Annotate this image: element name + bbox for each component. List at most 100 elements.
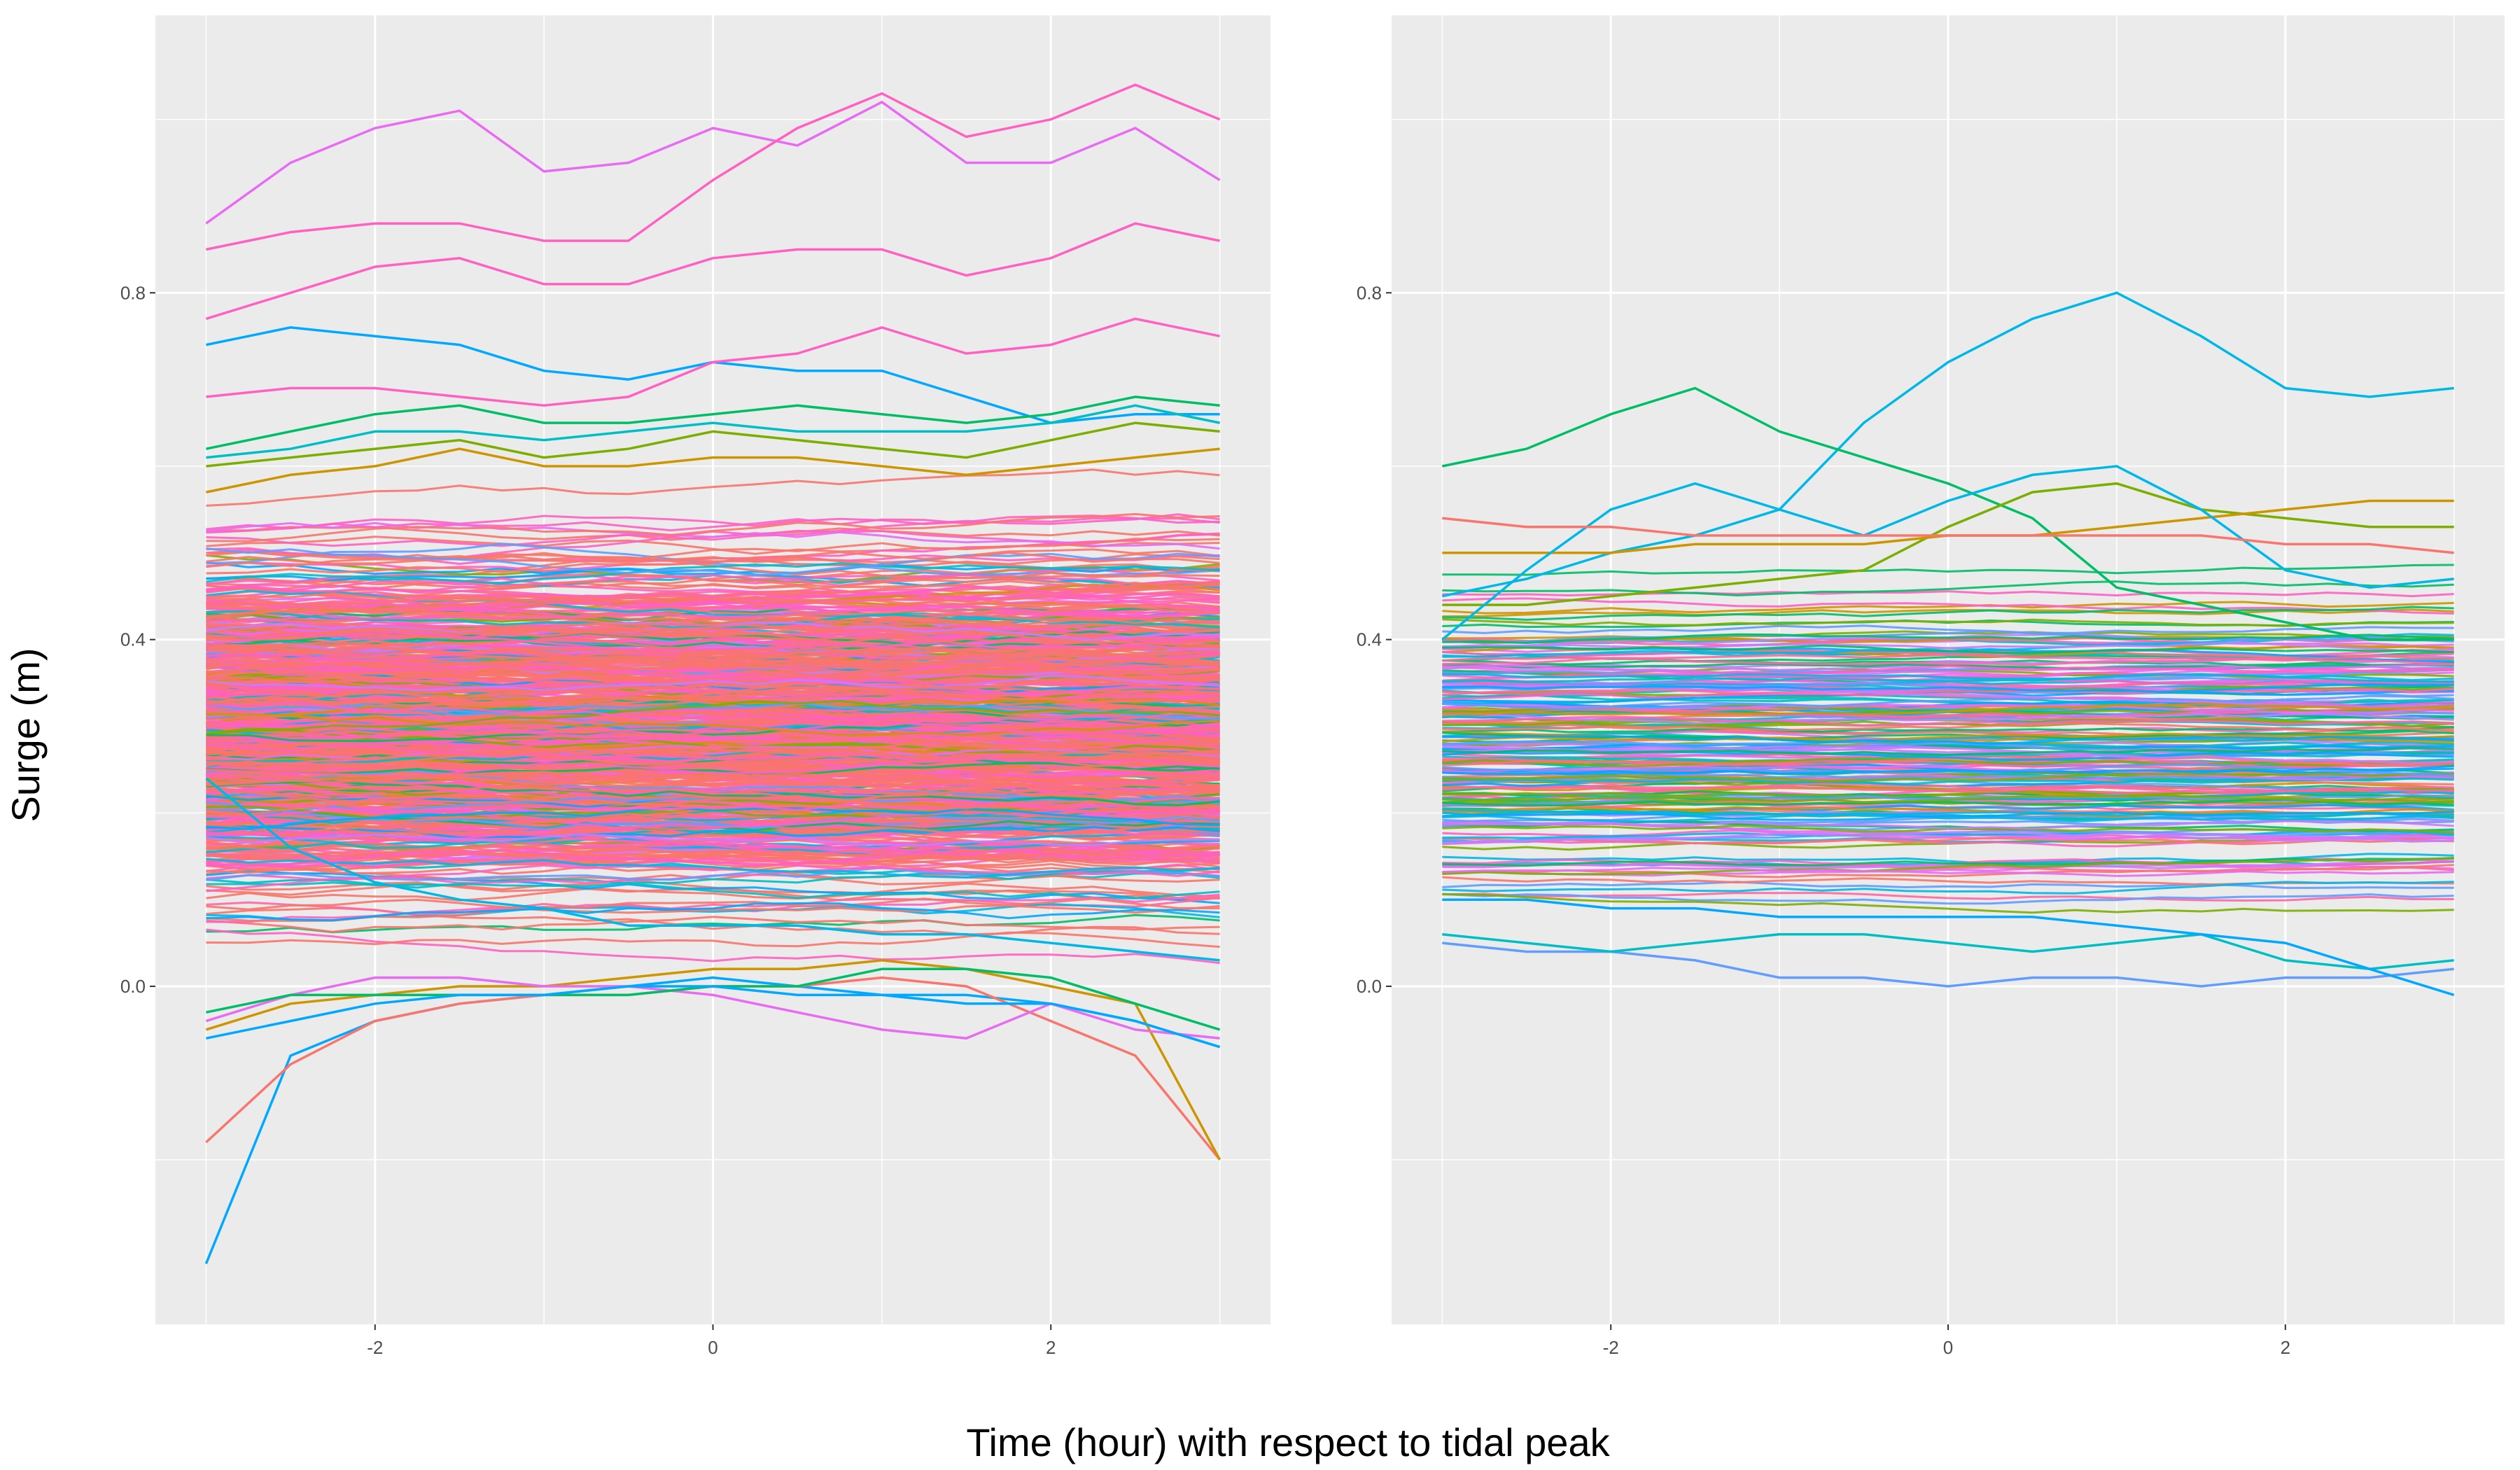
x-tick-label: -2 (1603, 1337, 1619, 1358)
bundle-line (206, 803, 1220, 819)
bundle-line (206, 551, 1220, 575)
bundle-line (206, 898, 1220, 914)
bundle-line (1442, 794, 2454, 804)
bundle-line (1442, 811, 2454, 821)
bundle-line (206, 574, 1220, 589)
bundle-line (1442, 665, 2454, 675)
bundle-line (1442, 590, 2454, 598)
series-line (206, 396, 1220, 450)
bundle-line (206, 574, 1220, 610)
bundle-line (206, 780, 1220, 807)
y-axis-title: Surge (m) (4, 648, 48, 822)
bundle-line (206, 573, 1220, 592)
bundle-line (206, 844, 1220, 860)
bundle-line (206, 627, 1220, 650)
x-tick-label: 0 (708, 1337, 718, 1358)
bundle-line (206, 657, 1220, 673)
bundle-line (1442, 892, 2454, 914)
series-line (206, 83, 1221, 251)
series-line (206, 421, 1220, 468)
bundle-line (1442, 663, 2454, 678)
bundle-line (1442, 713, 2454, 724)
bundle-line (206, 691, 1220, 707)
bundle-line (206, 694, 1220, 717)
bundle-line (206, 806, 1220, 830)
bundle-line (206, 744, 1220, 768)
bundle-line (1442, 606, 2454, 621)
bundle-line (1442, 836, 2454, 846)
bundle-line (1442, 777, 2454, 785)
bundle-line (1442, 732, 2454, 748)
bundle-line (1442, 881, 2454, 890)
bundle-line (1442, 864, 2454, 878)
bundle-line (206, 773, 1220, 787)
bundle-line (1442, 662, 2454, 670)
bundle-line (206, 728, 1220, 755)
series-line (1442, 517, 2454, 554)
bundle-line (206, 801, 1220, 828)
bundle-line (206, 517, 1220, 532)
series-line (1442, 898, 2455, 997)
bundle-line (1442, 828, 2454, 839)
bundle-line (206, 547, 1220, 577)
bundle-line (206, 867, 1220, 889)
bundle-line (1442, 694, 2454, 710)
series-line (1442, 932, 2454, 971)
bundle-line (206, 685, 1220, 705)
bundle-line (1442, 746, 2454, 756)
bundle-line (206, 853, 1220, 892)
bundle-line (1442, 783, 2454, 794)
bundle-line (206, 931, 1220, 948)
right-panel: -2 0 2 0.0 0.4 0.8 (1357, 15, 2505, 1358)
bundle-line (206, 468, 1220, 507)
series-line (206, 985, 1221, 1049)
bundle-line (206, 649, 1220, 674)
bundle-line (206, 636, 1220, 654)
series-line (1441, 465, 2454, 641)
y-tick-label: 0.4 (1357, 629, 1382, 650)
bundle-line (206, 833, 1220, 847)
series-line (206, 317, 1220, 407)
bundle-line (206, 605, 1220, 624)
bundle-line (1442, 644, 2454, 654)
bundle-line (206, 771, 1220, 785)
series-line (205, 222, 1220, 321)
bundle-line (1442, 682, 2454, 694)
y-tick-label: 0.0 (1357, 976, 1382, 997)
bundle-line (1442, 729, 2454, 740)
bundle-line (1442, 722, 2454, 732)
bundle-line (1442, 633, 2454, 645)
bundle-line (206, 916, 1220, 933)
bundle-line (206, 713, 1220, 728)
bundle-line (1442, 757, 2454, 767)
bundle-line (1442, 746, 2454, 755)
bundle-line (206, 622, 1220, 639)
bundle-line (206, 727, 1220, 744)
bundle-line (1442, 740, 2454, 757)
bundle-line (1442, 799, 2454, 807)
bundle-line (206, 779, 1220, 803)
series-line (205, 100, 1221, 225)
bundle-line (206, 718, 1220, 737)
bundle-line (206, 600, 1220, 615)
bundle-line (206, 808, 1220, 830)
bundle-line (206, 585, 1220, 600)
bundle-line (206, 897, 1220, 916)
x-tick-label: 2 (1046, 1337, 1056, 1358)
bundle-line (206, 913, 1220, 934)
bundle-line (1442, 765, 2454, 781)
series-line (206, 447, 1220, 493)
bundle-line (206, 701, 1220, 736)
x-tick-label: -2 (367, 1337, 383, 1358)
bundle-line (1442, 856, 2454, 876)
bundle-line (1442, 830, 2454, 845)
bundle-line (1442, 673, 2454, 682)
bundle-line (206, 699, 1220, 721)
bundle-line (1442, 601, 2454, 615)
bundle-line (206, 631, 1220, 654)
dense-series-bundle (1442, 564, 2454, 914)
bundle-line (1442, 624, 2454, 634)
bundle-line (1442, 867, 2454, 877)
y-tick-label: 0.4 (120, 629, 146, 650)
